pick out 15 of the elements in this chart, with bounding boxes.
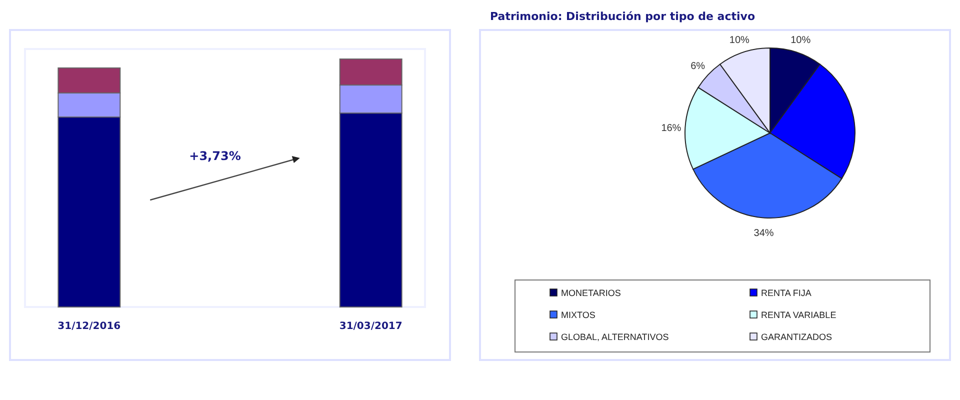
legend-label: RENTA FIJA — [761, 288, 812, 298]
x-tick-label: 31/12/2016 — [58, 321, 121, 332]
x-tick-label: 31/03/2017 — [339, 321, 402, 332]
legend-label: MIXTOS — [561, 310, 596, 320]
legend-label: GARANTIZADOS — [761, 332, 832, 342]
data-label: 10% — [790, 34, 811, 46]
legend-label: RENTA VARIABLE — [761, 310, 836, 320]
data-label: 10% — [729, 34, 750, 46]
data-label: 6% — [690, 61, 706, 72]
chart-title: Patrimonio: Distribución por tipo de activo — [490, 10, 756, 23]
annotation: +3,73% — [189, 149, 241, 163]
data-label: 34% — [754, 228, 774, 239]
legend-label: MONETARIOS — [561, 288, 621, 298]
legend-label: GLOBAL, ALTERNATIVOS — [561, 332, 669, 342]
data-label: 16% — [661, 122, 682, 134]
